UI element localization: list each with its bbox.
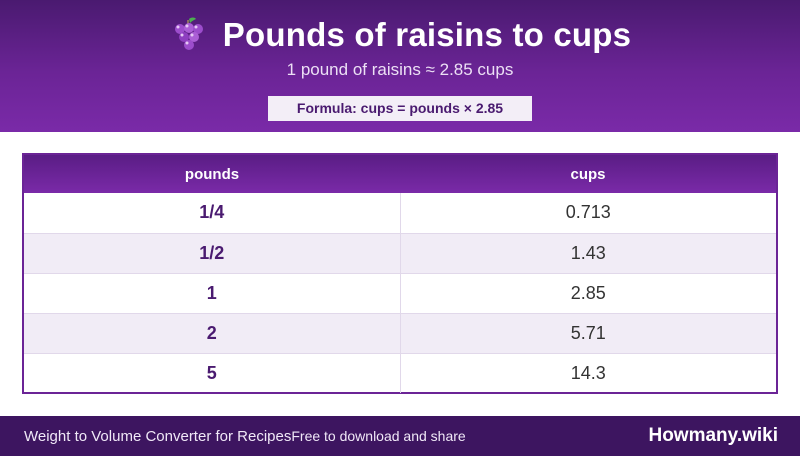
- header-banner: Pounds of raisins to cups 1 pound of rai…: [0, 0, 800, 132]
- cups-cell: 0.713: [400, 193, 776, 234]
- cups-cell: 1.43: [400, 233, 776, 274]
- table-row: 5 14.3: [24, 353, 776, 393]
- footer-bar: Weight to Volume Converter for Recipes F…: [0, 416, 800, 456]
- pounds-cell: 1/2: [24, 233, 401, 274]
- pounds-cell: 2: [24, 313, 401, 354]
- footer-tagline: Free to download and share: [291, 428, 466, 444]
- page-title: Pounds of raisins to cups: [222, 16, 632, 53]
- conversion-table: pounds cups 1/4 0.713 1/2 1.43 1 2.85 2 …: [22, 153, 778, 394]
- column-header-pounds: pounds: [184, 165, 240, 183]
- table-row: 2 5.71: [24, 313, 776, 354]
- table-row: 1/4 0.713: [24, 193, 776, 234]
- cups-cell: 2.85: [400, 273, 776, 314]
- page-subtitle: 1 pound of raisins ≈ 2.85 cups: [286, 60, 514, 79]
- cups-cell: 14.3: [570, 362, 606, 383]
- brand-logo-link[interactable]: Howmany.wiki: [648, 425, 778, 446]
- table-header-row: pounds cups: [24, 155, 776, 193]
- pounds-cell: 1: [24, 273, 401, 314]
- pounds-cell: 5: [24, 353, 401, 393]
- formula-box: Formula: cups = pounds × 2.85: [268, 96, 532, 121]
- cups-cell: 5.71: [400, 313, 776, 354]
- grape-icon: [169, 15, 209, 55]
- table-row: 1/2 1.43: [24, 233, 776, 274]
- title-row: Pounds of raisins to cups: [0, 12, 800, 58]
- footer-converter-link[interactable]: Weight to Volume Converter for Recipes: [24, 427, 292, 445]
- column-header-cups: cups: [570, 165, 606, 183]
- table-row: 1 2.85: [24, 273, 776, 314]
- pounds-cell: 1/4: [24, 193, 401, 234]
